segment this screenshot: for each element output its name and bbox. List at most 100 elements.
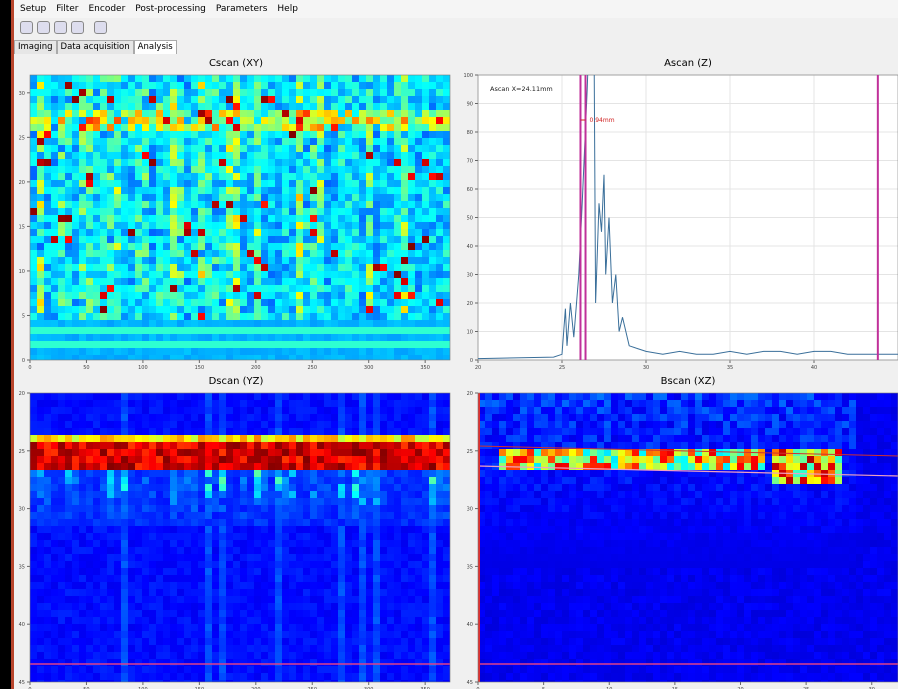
- heatmap-cell: [317, 491, 324, 498]
- export[interactable]: [94, 20, 107, 34]
- tab[interactable]: Data acquisition: [56, 40, 134, 54]
- heatmap-cell: [233, 278, 240, 285]
- menu-item[interactable]: Setup: [20, 4, 47, 14]
- menu-item[interactable]: Parameters: [215, 4, 268, 14]
- heatmap-cell: [373, 187, 380, 194]
- heatmap-cell: [100, 624, 107, 631]
- heatmap-cell: [114, 201, 121, 208]
- heatmap-cell: [93, 512, 100, 519]
- heatmap-cell: [240, 355, 247, 360]
- heatmap-cell: [107, 173, 114, 180]
- heatmap-cell: [436, 194, 443, 201]
- heatmap-cell: [205, 680, 212, 682]
- heatmap-cell: [205, 393, 212, 400]
- heatmap-cell: [324, 243, 331, 250]
- menu-item[interactable]: Post-processing: [135, 4, 206, 14]
- heatmap-cell: [128, 320, 135, 327]
- heatmap-cell: [429, 463, 436, 470]
- heatmap-cell: [254, 306, 261, 313]
- heatmap-cell: [184, 498, 191, 505]
- heatmap-cell: [324, 554, 331, 561]
- heatmap-cell: [429, 603, 436, 610]
- heatmap-cell: [142, 243, 149, 250]
- heatmap-cell: [79, 393, 86, 400]
- heatmap-cell: [128, 659, 135, 666]
- heatmap-cell: [338, 222, 345, 229]
- heatmap-cell: [142, 341, 149, 348]
- heatmap-cell: [212, 407, 219, 414]
- heatmap-cell: [149, 313, 156, 320]
- heatmap-cell: [121, 103, 128, 110]
- heatmap-cell: [436, 271, 443, 278]
- heatmap-cell: [254, 540, 261, 547]
- heatmap-cell: [205, 250, 212, 257]
- heatmap-cell: [44, 334, 51, 341]
- pan[interactable]: [54, 20, 67, 34]
- heatmap-cell: [268, 400, 275, 407]
- heatmap-cell: [233, 166, 240, 173]
- heatmap-cell: [303, 547, 310, 554]
- heatmap-cell: [352, 673, 359, 680]
- heatmap-cell: [338, 547, 345, 554]
- heatmap-cell: [401, 117, 408, 124]
- heatmap-cell: [198, 145, 205, 152]
- heatmap-cell: [149, 526, 156, 533]
- heatmap-cell: [198, 554, 205, 561]
- heatmap-cell: [170, 278, 177, 285]
- heatmap-cell: [121, 596, 128, 603]
- heatmap-cell: [128, 96, 135, 103]
- heatmap-cell: [219, 264, 226, 271]
- heatmap-cell: [114, 568, 121, 575]
- heatmap-cell: [303, 180, 310, 187]
- heatmap-cell: [156, 110, 163, 117]
- heatmap-cell: [422, 89, 429, 96]
- heatmap-cell: [387, 400, 394, 407]
- heatmap-cell: [93, 624, 100, 631]
- heatmap-cell: [184, 278, 191, 285]
- heatmap-cell: [401, 400, 408, 407]
- heatmap-cell: [310, 264, 317, 271]
- tab[interactable]: Imaging: [14, 40, 57, 54]
- menu-item[interactable]: Filter: [56, 4, 79, 14]
- heatmap-cell: [366, 264, 373, 271]
- heatmap-cell: [30, 407, 37, 414]
- heatmap-cell: [156, 477, 163, 484]
- heatmap-cell: [114, 526, 121, 533]
- heatmap-cell: [226, 652, 233, 659]
- heatmap-cell: [380, 103, 387, 110]
- heatmap-cell: [282, 526, 289, 533]
- heatmap-cell: [394, 554, 401, 561]
- heatmap-cell: [401, 166, 408, 173]
- heatmap-cell: [415, 285, 422, 292]
- heatmap-cell: [128, 103, 135, 110]
- heatmap-cell: [184, 533, 191, 540]
- heatmap-cell: [429, 75, 436, 82]
- heatmap-cell: [65, 278, 72, 285]
- heatmap-cell: [387, 348, 394, 355]
- heatmap-cell: [93, 582, 100, 589]
- heatmap-cell: [373, 428, 380, 435]
- heatmap-cell: [359, 355, 366, 360]
- heatmap-cell: [303, 124, 310, 131]
- zoom-out[interactable]: [37, 20, 50, 34]
- tab[interactable]: Analysis: [133, 40, 177, 54]
- heatmap-cell: [198, 299, 205, 306]
- heatmap-cell: [401, 208, 408, 215]
- heatmap-cell: [163, 299, 170, 306]
- heatmap-cell: [240, 442, 247, 449]
- heatmap-cell: [219, 341, 226, 348]
- zoom-in[interactable]: [20, 20, 33, 34]
- heatmap-cell: [408, 187, 415, 194]
- heatmap-cell: [93, 533, 100, 540]
- heatmap-cell: [359, 166, 366, 173]
- menu-item[interactable]: Encoder: [88, 4, 126, 14]
- heatmap-cell: [331, 313, 338, 320]
- heatmap-cell: [401, 173, 408, 180]
- heatmap-cell: [128, 582, 135, 589]
- heatmap-cell: [380, 215, 387, 222]
- heatmap-cell: [310, 540, 317, 547]
- cursor[interactable]: [71, 20, 84, 34]
- heatmap-cell: [275, 554, 282, 561]
- heatmap-cell: [121, 400, 128, 407]
- menu-item[interactable]: Help: [277, 4, 298, 14]
